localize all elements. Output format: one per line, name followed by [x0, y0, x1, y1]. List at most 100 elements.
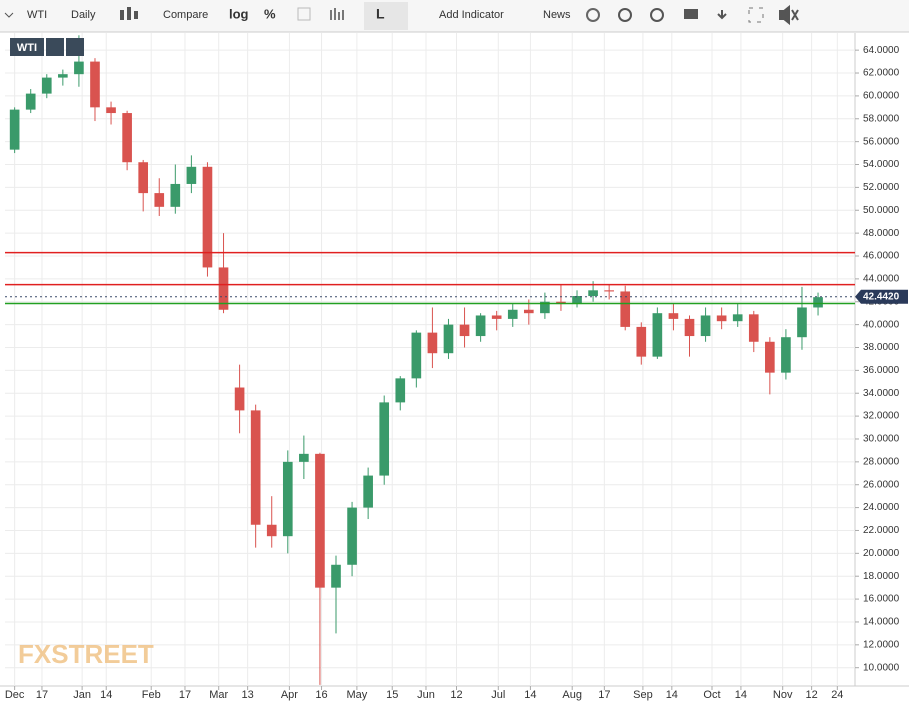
- candle-body: [604, 290, 614, 292]
- candle-body: [106, 107, 116, 114]
- percent-button[interactable]: %: [264, 6, 276, 21]
- settings-button[interactable]: [66, 38, 84, 56]
- x-tick-label: 17: [36, 689, 48, 701]
- y-tick-label: 30.0000: [863, 434, 900, 445]
- zoom-out-icon[interactable]: [650, 8, 664, 22]
- candle-body: [588, 290, 598, 297]
- candle-body: [170, 183, 181, 207]
- y-tick-label: 60.0000: [863, 91, 900, 102]
- y-tick-label: 48.0000: [863, 228, 900, 239]
- y-tick-label: 46.0000: [863, 251, 900, 262]
- x-tick-label: 12: [805, 689, 817, 701]
- x-tick-label: 16: [315, 689, 327, 701]
- toolbar-items: WTI Daily Compare log % L Add Indicator …: [4, 2, 799, 30]
- candle-body: [331, 564, 341, 588]
- y-tick-label: 32.0000: [863, 411, 900, 422]
- candle-body: [122, 113, 132, 163]
- export-icon[interactable]: [717, 10, 727, 20]
- chart-type-icon[interactable]: [120, 7, 138, 20]
- log-button[interactable]: log: [229, 6, 249, 21]
- x-tick-label: 24: [831, 689, 843, 701]
- y-tick-label: 58.0000: [863, 113, 900, 124]
- x-tick-label: 17: [179, 689, 191, 701]
- y-tick-label: 36.0000: [863, 365, 900, 376]
- line-button-bg[interactable]: [364, 2, 408, 30]
- candle-body: [813, 297, 823, 308]
- y-tick-label: 16.0000: [863, 594, 900, 605]
- x-tick-label: Mar: [209, 689, 228, 701]
- x-tick-label: 14: [735, 689, 747, 701]
- x-tick-label: 14: [100, 689, 112, 701]
- candle-body: [636, 326, 647, 357]
- y-tick-label: 50.0000: [863, 205, 900, 216]
- x-tick-label: Jul: [491, 689, 505, 701]
- candle-body: [411, 332, 422, 379]
- candle-body: [443, 324, 454, 354]
- refresh-icon[interactable]: [586, 8, 600, 22]
- print-icon[interactable]: [684, 9, 698, 19]
- volume-icon[interactable]: [330, 8, 344, 20]
- candle-body: [315, 453, 325, 588]
- candle-body: [218, 267, 229, 310]
- x-tick-label: Nov: [773, 689, 793, 701]
- y-tick-label: 62.0000: [863, 68, 900, 79]
- candle-body: [299, 453, 309, 462]
- x-tick-label: 13: [242, 689, 254, 701]
- fullscreen-icon[interactable]: [748, 7, 764, 23]
- interval-button[interactable]: Daily: [71, 9, 96, 21]
- x-tick-label: 12: [450, 689, 462, 701]
- y-tick-label: 10.0000: [863, 662, 900, 673]
- menu-arrow: [4, 12, 14, 18]
- y-tick-label: 22.0000: [863, 525, 900, 536]
- y-tick-label: 40.0000: [863, 319, 900, 330]
- y-tick-label: 34.0000: [863, 388, 900, 399]
- x-tick-label: Aug: [562, 689, 582, 701]
- x-tick-label: Jan: [73, 689, 91, 701]
- candle-body: [186, 166, 197, 184]
- zoom-in-icon[interactable]: [618, 8, 632, 22]
- candle-body: [41, 77, 52, 94]
- compare-button[interactable]: Compare: [163, 9, 208, 21]
- y-tick-label: 28.0000: [863, 456, 900, 467]
- x-tick-label: Oct: [703, 689, 720, 701]
- y-tick-label: 38.0000: [863, 342, 900, 353]
- candle-body: [684, 318, 695, 337]
- candle-body: [427, 332, 438, 354]
- toolbar: [0, 0, 909, 32]
- candle-body: [202, 166, 213, 268]
- y-tick-label: 14.0000: [863, 617, 900, 628]
- candle-body: [266, 524, 277, 537]
- x-tick-label: Dec: [5, 689, 25, 701]
- mute-icon[interactable]: [779, 4, 799, 26]
- candle-body: [523, 309, 534, 314]
- add-indicator-button[interactable]: Add Indicator: [439, 9, 504, 21]
- candle-body: [797, 307, 807, 338]
- candle-body: [138, 162, 149, 194]
- symbol-button[interactable]: WTI: [27, 9, 47, 21]
- x-tick-label: 14: [666, 689, 678, 701]
- x-tick-label: Feb: [142, 689, 161, 701]
- line-button[interactable]: L: [376, 6, 385, 22]
- y-tick-label: 52.0000: [863, 182, 900, 193]
- y-tick-label: 64.0000: [863, 45, 900, 56]
- candle-body: [347, 507, 357, 565]
- news-button[interactable]: News: [543, 9, 571, 21]
- drawing-icon[interactable]: [297, 7, 311, 21]
- candle-body: [282, 461, 293, 537]
- plot: [5, 33, 855, 686]
- candle-body: [74, 61, 84, 75]
- candle-body: [363, 475, 373, 508]
- candle-body: [732, 314, 743, 322]
- reload-button[interactable]: [46, 38, 64, 56]
- x-tick-label: May: [346, 689, 367, 701]
- y-tick-label: 18.0000: [863, 571, 900, 582]
- y-tick-label: 54.0000: [863, 159, 900, 170]
- x-tick-label: Sep: [633, 689, 653, 701]
- y-tick-label: 12.0000: [863, 639, 900, 650]
- symbol-badge: [10, 38, 44, 56]
- last-price-label: 42.4420: [863, 291, 900, 302]
- candle-body: [700, 315, 711, 337]
- candle-body: [748, 314, 759, 342]
- candle-body: [25, 93, 36, 110]
